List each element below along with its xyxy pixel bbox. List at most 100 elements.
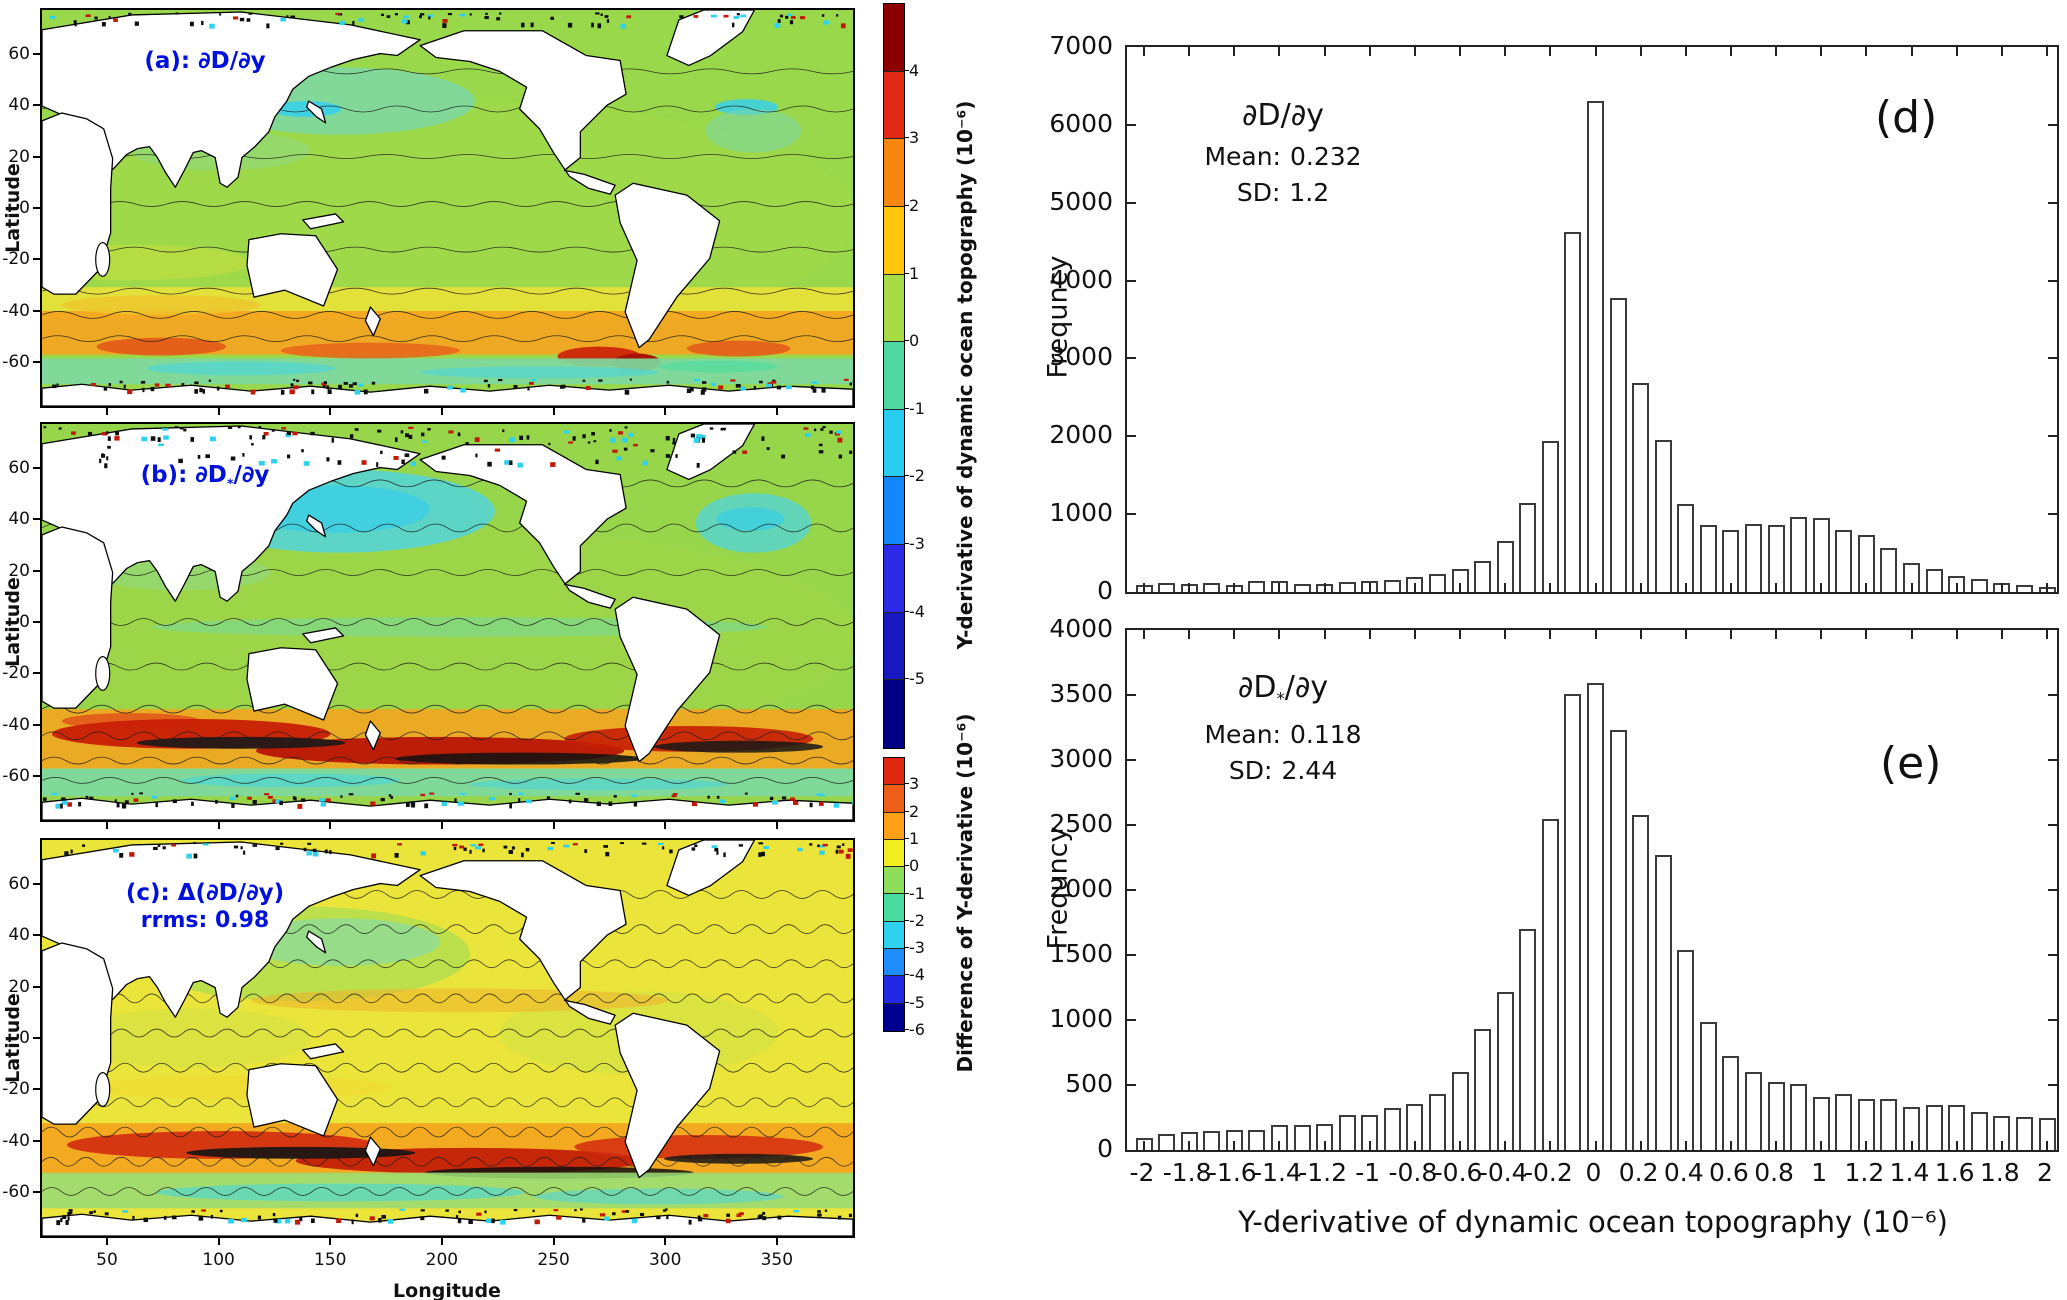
- hist-bar: [2015, 1116, 2033, 1150]
- x-tick: [1775, 1141, 1778, 1150]
- hist-bar: [1880, 548, 1898, 592]
- x-tick: [1820, 1141, 1823, 1150]
- hist-e-title: ∂D*/∂y: [1237, 670, 1329, 709]
- y-tick: [1127, 889, 1136, 891]
- x-tick: [1775, 47, 1778, 56]
- x-tick: [1820, 583, 1823, 592]
- hist-bar: [1880, 1099, 1898, 1150]
- map-lat-tick: [33, 774, 40, 777]
- y-tick: [1127, 357, 1136, 360]
- x-tick: [1775, 630, 1778, 639]
- colorbar-segment: [884, 274, 904, 343]
- hist-bar: [2038, 1117, 2056, 1150]
- hist-bar: [1767, 1082, 1785, 1150]
- x-tick: [2046, 47, 2048, 56]
- colorbar-segment: [884, 758, 904, 786]
- map-lat-tick: [33, 934, 40, 937]
- hist-bar: [1587, 100, 1604, 592]
- hist-bar: [1519, 929, 1537, 1150]
- hist-bar: [1474, 560, 1492, 592]
- y-tick-label: 2000: [1049, 420, 1113, 450]
- histogram-d-plot: [1125, 45, 2059, 594]
- hist-bar: [1225, 1130, 1243, 1150]
- y-tick: [1127, 1019, 1136, 1021]
- map-c-label: (c): Δ(∂D/∂y) rrms: 0.98: [55, 880, 355, 934]
- y-tick-label: 1500: [1049, 939, 1113, 968]
- hist-bar: [1316, 1124, 1334, 1150]
- y-tick: [2048, 694, 2057, 696]
- x-tick: [1549, 47, 1552, 56]
- panel-letter-e: (e): [1880, 738, 1942, 789]
- hist-bar: [1745, 1072, 1763, 1150]
- x-tick: [1955, 630, 1958, 639]
- hist-bar: [1158, 583, 1176, 592]
- x-tick: [1143, 1141, 1145, 1150]
- colorbar-tick-label: 3: [909, 774, 920, 794]
- x-tick: [1594, 583, 1597, 592]
- colorbar-segment: [884, 409, 904, 478]
- y-tick-label: 5000: [1049, 186, 1113, 216]
- colorbar-tick-label: -4: [909, 965, 925, 985]
- map-lon-tick: [105, 408, 108, 415]
- map-lat-tick: [33, 985, 40, 988]
- map-lon-tick: [664, 822, 667, 829]
- map-lon-tick-label: 200: [425, 1250, 459, 1270]
- colorbar-difference-title: Difference of Y-derivative (10⁻⁶): [953, 713, 977, 1073]
- hist-bar: [1903, 1107, 1921, 1150]
- map-lon-tick: [440, 1238, 443, 1245]
- x-tick: [1459, 583, 1462, 592]
- colorbar-tick-label: -1: [909, 398, 925, 418]
- y-tick: [2048, 889, 2057, 891]
- map-lon-tick-label: 300: [648, 1250, 682, 1270]
- colorbar-segment: [884, 867, 904, 895]
- x-tick: [1639, 47, 1642, 56]
- map-lat-tick: [33, 309, 40, 312]
- x-tick: [1729, 1141, 1732, 1150]
- hist-bar: [1970, 1112, 1988, 1150]
- map-c-rrms: rrms: 0.98: [140, 907, 270, 933]
- colorbar-tick-label: 2: [909, 195, 920, 215]
- x-tick: [1323, 630, 1326, 639]
- x-tick-label: 0: [1585, 1158, 1602, 1187]
- hist-bar: [1406, 1103, 1424, 1150]
- x-tick: [1955, 583, 1958, 592]
- x-tick: [1459, 47, 1462, 56]
- x-tick: [1910, 630, 1913, 639]
- x-tick: [1504, 1141, 1507, 1150]
- colorbar-tick: [904, 204, 909, 206]
- y-tick-label: 4000: [1049, 614, 1113, 643]
- hist-bar: [1474, 1029, 1492, 1150]
- y-tick-label: 0: [1097, 576, 1113, 605]
- colorbar-tick: [904, 974, 909, 976]
- colorbar-tick-label: 3: [909, 128, 920, 148]
- map-lon-tick-label: 100: [202, 1250, 235, 1270]
- hist-bar: [1541, 819, 1559, 1150]
- hist-bar: [1835, 1094, 1853, 1150]
- map-lon-tick: [775, 408, 778, 415]
- x-tick-label: 1.8: [1979, 1158, 2020, 1187]
- x-tick: [1639, 583, 1642, 592]
- map-panel-c: [40, 838, 855, 1238]
- hist-bar: [1925, 1104, 1943, 1150]
- colorbar-tick-label: 4: [909, 60, 920, 80]
- x-tick: [1413, 1141, 1416, 1150]
- x-tick: [1684, 630, 1687, 639]
- x-tick: [1729, 47, 1732, 56]
- x-tick: [1594, 1141, 1597, 1150]
- hist-bar: [1722, 1056, 1740, 1150]
- x-tick-label: 1.6: [1934, 1158, 1975, 1187]
- y-tick: [1127, 1084, 1136, 1086]
- map-lat-tick-label: 60: [8, 458, 30, 479]
- x-tick-label: 1.4: [1889, 1158, 1930, 1187]
- y-tick: [1127, 759, 1136, 761]
- x-tick-label: 0.2: [1618, 1158, 1659, 1187]
- map-lat-tick: [33, 1037, 40, 1039]
- map-a-label: (a): ∂D/∂y: [144, 48, 266, 74]
- hist-bar: [1428, 573, 1446, 592]
- y-tick: [1127, 513, 1136, 516]
- colorbar-tick-label: -3: [909, 534, 925, 554]
- hist-bar: [1722, 529, 1740, 592]
- hist-bar: [1428, 1093, 1446, 1150]
- hist-bar: [1293, 1124, 1311, 1150]
- colorbar-segment: [884, 139, 904, 207]
